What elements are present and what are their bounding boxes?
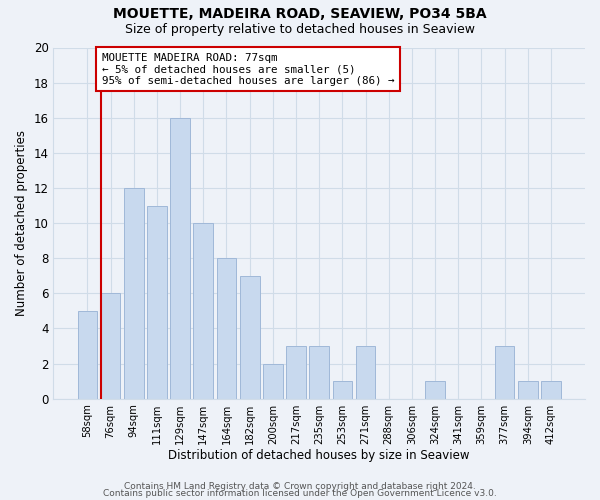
Bar (240, 276, 260, 398)
Bar (147, 206, 167, 398)
Text: MOUETTE MADEIRA ROAD: 77sqm
← 5% of detached houses are smaller (5)
95% of semi-: MOUETTE MADEIRA ROAD: 77sqm ← 5% of deta… (102, 53, 394, 86)
Bar (170, 118, 190, 398)
Y-axis label: Number of detached properties: Number of detached properties (15, 130, 28, 316)
Bar (77, 311, 97, 398)
Text: Contains public sector information licensed under the Open Government Licence v3: Contains public sector information licen… (103, 488, 497, 498)
Bar (332, 381, 352, 398)
Bar (541, 381, 561, 398)
Bar (263, 364, 283, 398)
Bar (310, 346, 329, 399)
Bar (124, 188, 143, 398)
Text: MOUETTE, MADEIRA ROAD, SEAVIEW, PO34 5BA: MOUETTE, MADEIRA ROAD, SEAVIEW, PO34 5BA (113, 8, 487, 22)
Bar (286, 346, 306, 399)
Bar (217, 258, 236, 398)
Bar (101, 294, 121, 399)
Bar (518, 381, 538, 398)
Bar (425, 381, 445, 398)
Bar (193, 223, 213, 398)
Text: Contains HM Land Registry data © Crown copyright and database right 2024.: Contains HM Land Registry data © Crown c… (124, 482, 476, 491)
Bar (356, 346, 376, 399)
Bar (495, 346, 514, 399)
Text: Size of property relative to detached houses in Seaview: Size of property relative to detached ho… (125, 22, 475, 36)
X-axis label: Distribution of detached houses by size in Seaview: Distribution of detached houses by size … (169, 450, 470, 462)
